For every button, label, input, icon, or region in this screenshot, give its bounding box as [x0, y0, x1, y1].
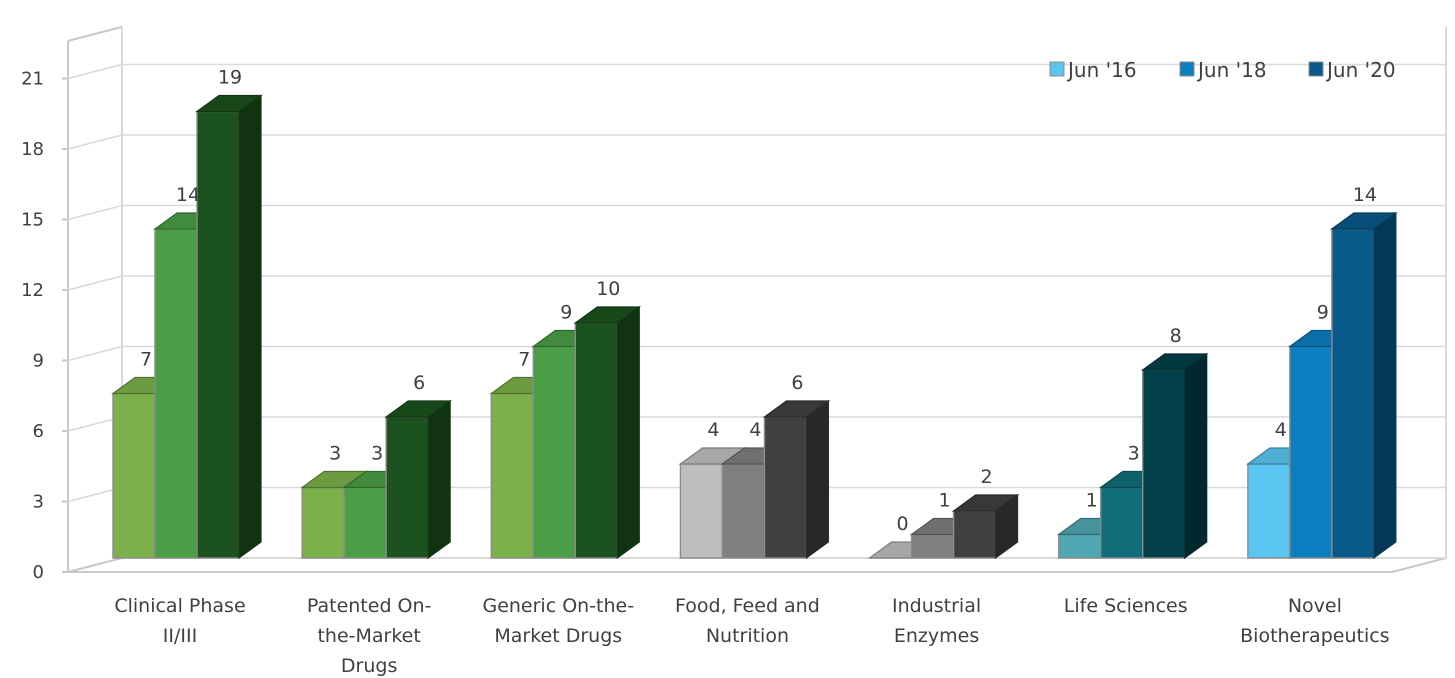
bar-6-2-side [1373, 211, 1397, 560]
data-label-0-1: 14 [176, 184, 200, 206]
bar-6-2 [1330, 211, 1398, 560]
bar-2-2-top [573, 306, 642, 324]
bar-0-2-front [196, 110, 240, 559]
bar-4-1-front [910, 533, 955, 559]
gridline-side [67, 204, 123, 221]
bar-1-2-side [427, 399, 451, 560]
legend: Jun '16 Jun '18 Jun '20 [1049, 58, 1396, 82]
data-label-3-1: 4 [749, 419, 761, 441]
x-category-label-0: Clinical Phase II/III [114, 595, 245, 647]
data-label-5-1: 3 [1128, 443, 1140, 465]
side-wall-top-edge [67, 25, 123, 42]
data-label-1-1: 3 [371, 443, 383, 465]
data-label-0-0: 7 [140, 349, 152, 371]
data-label-6-1: 9 [1317, 302, 1329, 324]
y-axis-tick-labels: 0 3 6 9 12 15 18 21 [21, 69, 68, 583]
legend-label-0: Jun '16 [1066, 58, 1137, 82]
gridline-side [67, 345, 123, 362]
data-label-5-0: 1 [1086, 490, 1098, 512]
bar-2-0-front [490, 392, 534, 559]
bar-3-2 [762, 399, 831, 560]
data-label-5-2: 8 [1170, 325, 1182, 347]
bar-2-2 [573, 305, 642, 560]
data-labels: 7 14 19 3 3 6 7 9 10 4 4 6 0 1 2 1 3 8 4 9 14 [140, 67, 1377, 536]
bar-5-1-front [1100, 486, 1144, 559]
legend-swatch-1 [1179, 61, 1195, 77]
y-tick-label-6: 6 [33, 421, 44, 442]
data-label-2-1: 9 [560, 302, 572, 324]
data-label-1-0: 3 [329, 443, 341, 465]
bar-6-1-front [1289, 345, 1333, 559]
bar-0-2-side [238, 94, 262, 560]
data-label-3-0: 4 [707, 419, 719, 441]
legend-item-1: Jun '18 [1179, 58, 1267, 82]
legend-item-2: Jun '20 [1308, 58, 1396, 82]
bar-5-2-side [1184, 352, 1208, 560]
legend-swatch-2 [1308, 61, 1324, 77]
y-tick-label-12: 12 [21, 280, 44, 301]
x-category-label-5: Life Sciences [1064, 595, 1188, 617]
data-label-4-0: 0 [897, 513, 909, 535]
data-label-2-2: 10 [596, 278, 620, 300]
bar-0-1-front [154, 228, 198, 559]
bar-5-2-front [1142, 369, 1186, 559]
legend-label-1: Jun '18 [1196, 58, 1267, 82]
data-label-0-2: 19 [218, 67, 242, 89]
legend-label-2: Jun '20 [1325, 58, 1396, 82]
bar-0-2-top [195, 94, 263, 113]
bar-4-2 [951, 493, 1020, 560]
gridline-side [67, 63, 123, 80]
y-tick-label-9: 9 [33, 351, 44, 372]
gridline-side [67, 134, 123, 150]
bar-1-2 [384, 399, 452, 560]
axis-frame-front [67, 40, 1447, 573]
bar-3-0-front [679, 463, 724, 559]
bar-1-2-front [385, 416, 429, 559]
data-label-2-0: 7 [518, 349, 530, 371]
bar-3-2-front [763, 416, 808, 559]
bar-6-2-front [1331, 228, 1375, 559]
x-category-label-6: Novel Biotherapeutics [1240, 595, 1389, 647]
y-tick-label-21: 21 [21, 69, 44, 90]
x-category-label-3: Food, Feed and Nutrition [675, 595, 820, 647]
data-label-4-2: 2 [981, 466, 993, 488]
bar-5-2 [1140, 352, 1209, 560]
data-label-4-1: 1 [939, 490, 951, 512]
bar-2-2-side [616, 305, 640, 560]
bar-5-0-front [1058, 533, 1102, 559]
bar-6-0-front [1247, 463, 1291, 559]
y-tick-label-3: 3 [33, 492, 44, 513]
bar-0-2 [195, 94, 263, 560]
bar-3-2-top [762, 400, 831, 418]
bar-1-0-front [301, 486, 345, 559]
floor-left-edge [67, 557, 123, 573]
bar-0-0-front [112, 392, 156, 559]
bars [111, 94, 1398, 560]
x-category-label-1: Patented On-the-Market Drugs [307, 595, 432, 677]
legend-item-0: Jun '16 [1049, 58, 1137, 82]
x-category-label-2: Generic On-the-Market Drugs [482, 595, 634, 647]
y-tick-label-15: 15 [21, 210, 44, 231]
data-label-1-2: 6 [413, 372, 425, 394]
bar-2-1-front [532, 345, 576, 559]
bar-2-2-front [574, 322, 618, 559]
data-label-3-2: 6 [791, 372, 803, 394]
data-label-6-2: 14 [1353, 184, 1377, 206]
x-axis-category-labels: Clinical Phase II/III Patented On-the-Mark… [114, 595, 1389, 677]
legend-swatch-0 [1049, 61, 1065, 77]
data-label-6-0: 4 [1275, 419, 1287, 441]
bar-3-2-side [805, 399, 830, 560]
bar-6-2-top [1330, 212, 1398, 230]
bar-1-1-front [343, 486, 387, 559]
bar-4-2-top [951, 494, 1020, 512]
y-tick-label-18: 18 [21, 139, 44, 160]
y-tick-label-0: 0 [33, 562, 44, 583]
bar-1-2-top [384, 400, 452, 418]
x-category-label-4: Industrial Enzymes [892, 595, 981, 647]
bar-4-2-front [952, 510, 997, 559]
bar-3-1-front [721, 463, 766, 559]
gridline-side [67, 275, 123, 291]
bar-5-2-top [1140, 353, 1209, 371]
